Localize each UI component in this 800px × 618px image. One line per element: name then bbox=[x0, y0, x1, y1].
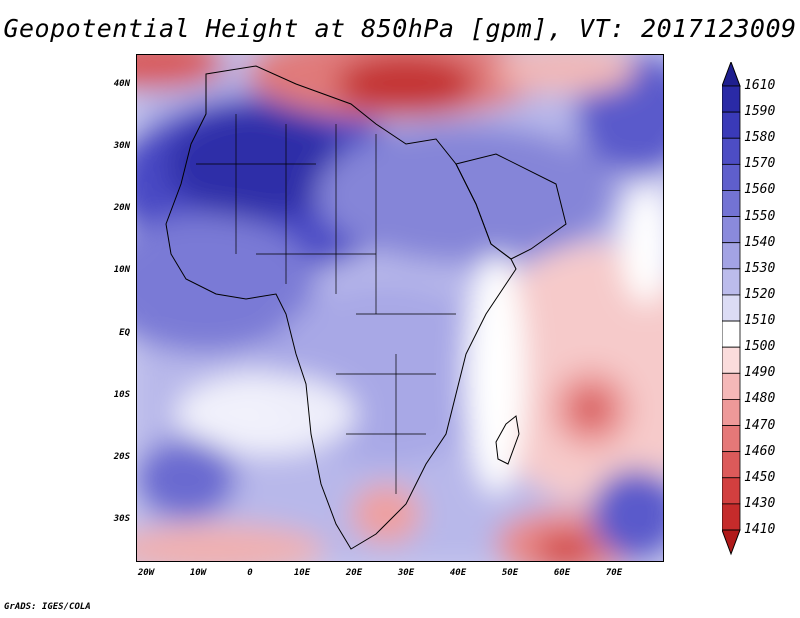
colorbar-segment bbox=[722, 111, 741, 139]
footer-credit: GrADS: IGES/COLA bbox=[4, 602, 91, 612]
colorbar-segment bbox=[722, 85, 741, 113]
colorbar-svg bbox=[722, 62, 741, 556]
colorbar-label: 1570 bbox=[744, 156, 776, 172]
colorbar-segment bbox=[722, 425, 741, 453]
lat-label: 20S bbox=[113, 452, 130, 462]
lon-label: 30E bbox=[397, 568, 415, 578]
colorbar-label: 1510 bbox=[744, 313, 776, 329]
lat-label: EQ bbox=[119, 328, 130, 338]
colorbar-label: 1530 bbox=[744, 260, 776, 276]
madagascar bbox=[495, 415, 520, 465]
lon-label: 40E bbox=[449, 568, 467, 578]
colorbar-label: 1560 bbox=[744, 182, 776, 198]
colorbar-segment bbox=[722, 268, 741, 296]
lat-label: 10S bbox=[113, 390, 130, 400]
colorbar-segment bbox=[722, 294, 741, 322]
lat-label: 20N bbox=[113, 203, 130, 213]
colorbar-segment bbox=[722, 399, 741, 426]
colorbar-label: 1460 bbox=[744, 443, 776, 459]
colorbar-bottom-arrow bbox=[722, 529, 741, 556]
colorbar-label: 1590 bbox=[744, 104, 776, 120]
lon-label: 20W bbox=[137, 568, 155, 578]
borders bbox=[196, 114, 456, 494]
colorbar-label: 1450 bbox=[744, 469, 776, 485]
colorbar-label: 1430 bbox=[744, 495, 776, 511]
lat-label: 40N bbox=[113, 79, 130, 89]
colorbar-label: 1410 bbox=[744, 522, 776, 537]
map-panel bbox=[136, 54, 664, 562]
colorbar-label: 1540 bbox=[744, 234, 776, 250]
lat-label: 30S bbox=[113, 514, 130, 524]
colorbar-segment bbox=[722, 163, 741, 191]
colorbar-label: 1550 bbox=[744, 208, 776, 224]
height-field bbox=[136, 54, 664, 562]
colorbar-segment bbox=[722, 477, 741, 505]
colorbar-segment bbox=[722, 451, 741, 479]
colorbar-segment bbox=[722, 503, 741, 531]
colorbar-segment bbox=[722, 137, 741, 165]
lon-label: 60E bbox=[553, 568, 571, 578]
colorbar-label: 1610 bbox=[744, 78, 776, 93]
lon-label: 70E bbox=[605, 568, 623, 578]
colorbar-label: 1490 bbox=[744, 365, 776, 381]
colorbar-segment bbox=[722, 372, 741, 400]
lon-label: 20E bbox=[345, 568, 363, 578]
lat-label: 30N bbox=[113, 141, 130, 151]
lon-label: 0 bbox=[247, 568, 253, 578]
coastline bbox=[165, 65, 517, 550]
colorbar-label: 1480 bbox=[744, 391, 776, 407]
colorbar-top-arrow bbox=[722, 62, 741, 87]
colorbar-label: 1500 bbox=[744, 339, 776, 355]
lat-label: 10N bbox=[113, 265, 130, 275]
chart-title: Geopotential Height at 850hPa [gpm], VT:… bbox=[3, 14, 797, 43]
colorbar-segment bbox=[722, 242, 741, 270]
colorbar-segment bbox=[722, 320, 741, 348]
colorbar-segment bbox=[722, 346, 741, 374]
colorbar-label: 1470 bbox=[744, 417, 776, 433]
colorbar-label: 1580 bbox=[744, 130, 776, 146]
lon-label: 50E bbox=[501, 568, 519, 578]
colorbar-segment bbox=[722, 216, 741, 244]
lon-label: 10W bbox=[189, 568, 207, 578]
lon-label: 10E bbox=[293, 568, 311, 578]
arabia bbox=[455, 153, 567, 260]
colorbar-label: 1520 bbox=[744, 286, 776, 302]
colorbar-segment bbox=[722, 190, 741, 217]
